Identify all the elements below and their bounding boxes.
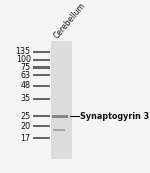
Bar [33,74,50,76]
Text: 100: 100 [16,55,31,64]
Text: 135: 135 [16,47,31,56]
Bar [33,59,50,61]
Bar [33,98,50,100]
Bar [33,85,50,87]
Bar [51,41,72,159]
Bar [53,129,65,131]
Text: 48: 48 [21,81,31,90]
Text: Cerebellum: Cerebellum [52,1,87,40]
Text: Synaptogyrin 3: Synaptogyrin 3 [80,112,149,121]
Bar [52,115,69,118]
Bar [33,125,50,127]
Bar [33,51,50,53]
Text: 35: 35 [21,94,31,103]
Bar [33,115,50,117]
Text: 75: 75 [20,63,31,72]
Bar [33,137,50,139]
Text: 20: 20 [21,122,31,131]
Text: 17: 17 [21,134,31,143]
Text: 25: 25 [20,112,31,121]
Bar [33,66,50,69]
Text: 63: 63 [21,71,31,80]
